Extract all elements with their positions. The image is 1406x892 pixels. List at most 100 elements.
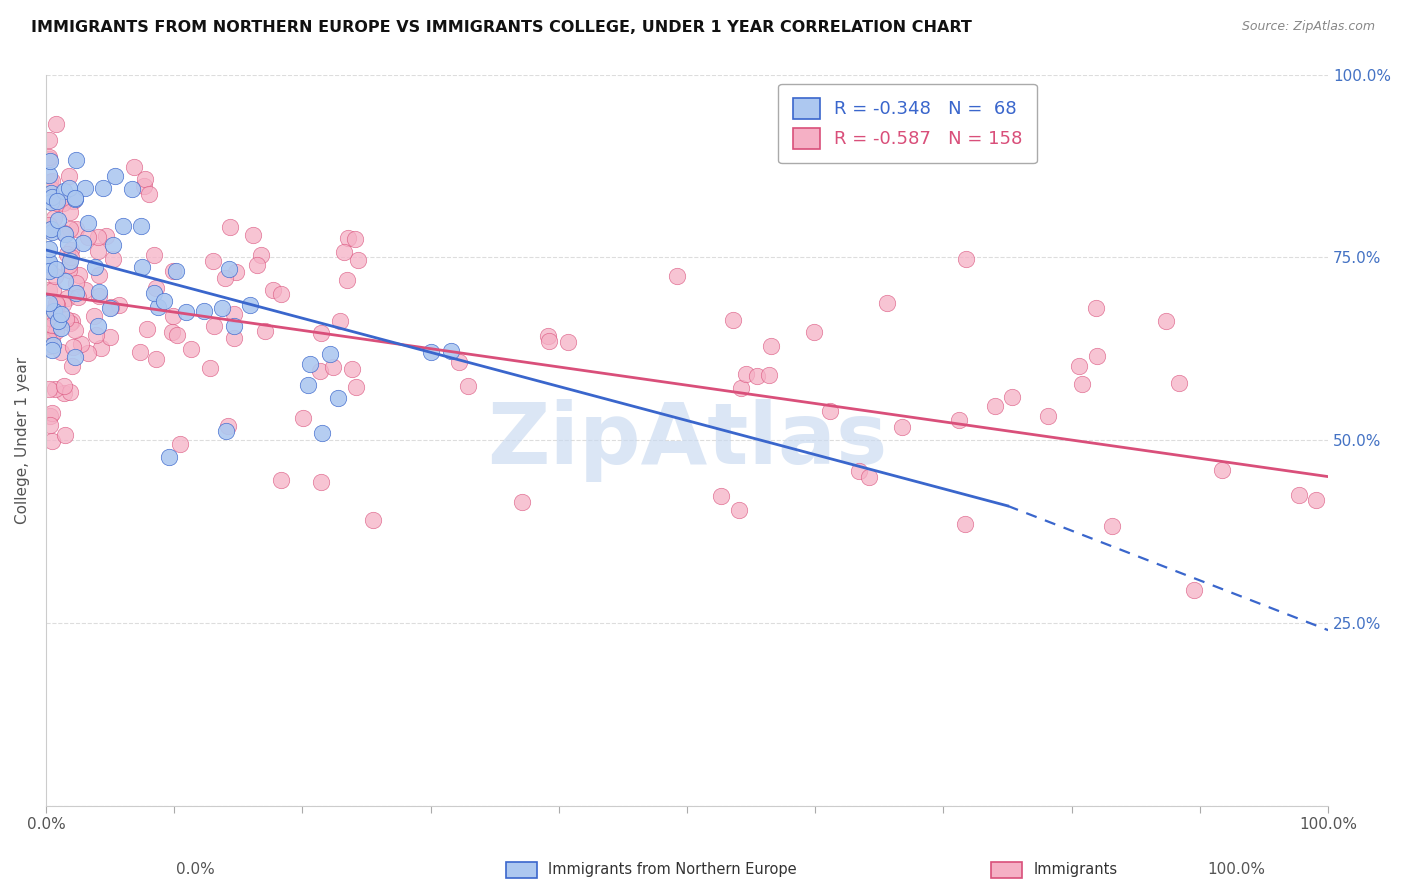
Point [239, 298, 262, 312]
Point [39, 181, 62, 195]
Point [65, 276, 87, 290]
Point [344, 231, 367, 245]
Point [180, 343, 202, 357]
Point [157, 450, 180, 465]
Point [103, 252, 125, 266]
Point [46, 53, 69, 67]
Point [52, 386, 75, 401]
Point [1167, 376, 1189, 391]
Point [311, 426, 333, 441]
Point [537, 334, 560, 348]
Point [38, 264, 60, 278]
Point [134, 171, 156, 186]
Point [342, 362, 364, 376]
Point [45, 195, 67, 210]
Point [59, 243, 82, 257]
Point [457, 378, 479, 392]
Point [344, 379, 367, 393]
Text: Immigrants: Immigrants [1033, 863, 1118, 877]
Point [59, 222, 82, 236]
Point [45, 324, 67, 338]
Point [162, 309, 184, 323]
Point [876, 295, 898, 310]
Point [42, 284, 65, 298]
Point [67, 268, 90, 283]
Point [89, 289, 111, 303]
Point [39, 153, 62, 168]
Point [100, 300, 122, 314]
Point [46, 194, 69, 208]
Point [60, 250, 83, 264]
Point [309, 326, 332, 341]
Point [63, 191, 86, 205]
Text: IMMIGRANTS FROM NORTHERN EUROPE VS IMMIGRANTS COLLEGE, UNDER 1 YEAR CORRELATION : IMMIGRANTS FROM NORTHERN EUROPE VS IMMIG… [31, 20, 972, 35]
Point [75, 283, 97, 297]
Point [222, 318, 245, 333]
Point [87, 318, 110, 333]
Point [166, 327, 188, 342]
Point [87, 244, 110, 259]
Point [129, 345, 152, 359]
Point [87, 285, 110, 300]
Point [1036, 409, 1059, 424]
Point [38, 133, 60, 147]
Point [145, 352, 167, 367]
Point [297, 378, 319, 392]
Point [98, 330, 121, 344]
Point [41, 190, 63, 204]
Point [76, 230, 98, 244]
Point [38, 153, 60, 167]
Point [292, 411, 315, 425]
Point [253, 324, 276, 338]
Point [59, 205, 82, 219]
Point [58, 169, 80, 184]
Point [160, 325, 183, 339]
Point [747, 369, 769, 384]
Point [38, 339, 60, 353]
Point [72, 235, 94, 250]
Point [70, 337, 93, 351]
Point [730, 381, 752, 395]
Point [309, 364, 332, 378]
Point [38, 295, 60, 310]
Point [101, 238, 124, 252]
Point [65, 350, 87, 364]
Point [41, 186, 63, 200]
Point [66, 290, 89, 304]
Point [38, 258, 60, 272]
Point [38, 218, 60, 232]
Point [38, 409, 60, 424]
Point [193, 304, 215, 318]
Point [222, 331, 245, 345]
Point [262, 283, 284, 297]
Point [41, 174, 63, 188]
Point [132, 179, 155, 194]
Point [38, 223, 60, 237]
Point [42, 211, 65, 226]
Point [1211, 463, 1233, 477]
Point [1101, 519, 1123, 533]
Point [319, 347, 342, 361]
Point [41, 343, 63, 357]
Point [39, 175, 62, 189]
Point [347, 253, 370, 268]
Point [59, 254, 82, 268]
Point [41, 434, 63, 448]
Point [983, 399, 1005, 413]
Point [53, 184, 76, 198]
Point [145, 281, 167, 295]
Point [46, 213, 69, 227]
Point [728, 502, 751, 516]
Point [537, 328, 560, 343]
Point [217, 418, 239, 433]
Point [39, 418, 62, 433]
Point [53, 428, 76, 442]
Point [55, 274, 77, 288]
Point [39, 222, 62, 236]
Point [142, 248, 165, 262]
Point [58, 180, 80, 194]
Point [87, 268, 110, 282]
Point [91, 180, 114, 194]
Point [153, 293, 176, 308]
Point [41, 225, 63, 239]
